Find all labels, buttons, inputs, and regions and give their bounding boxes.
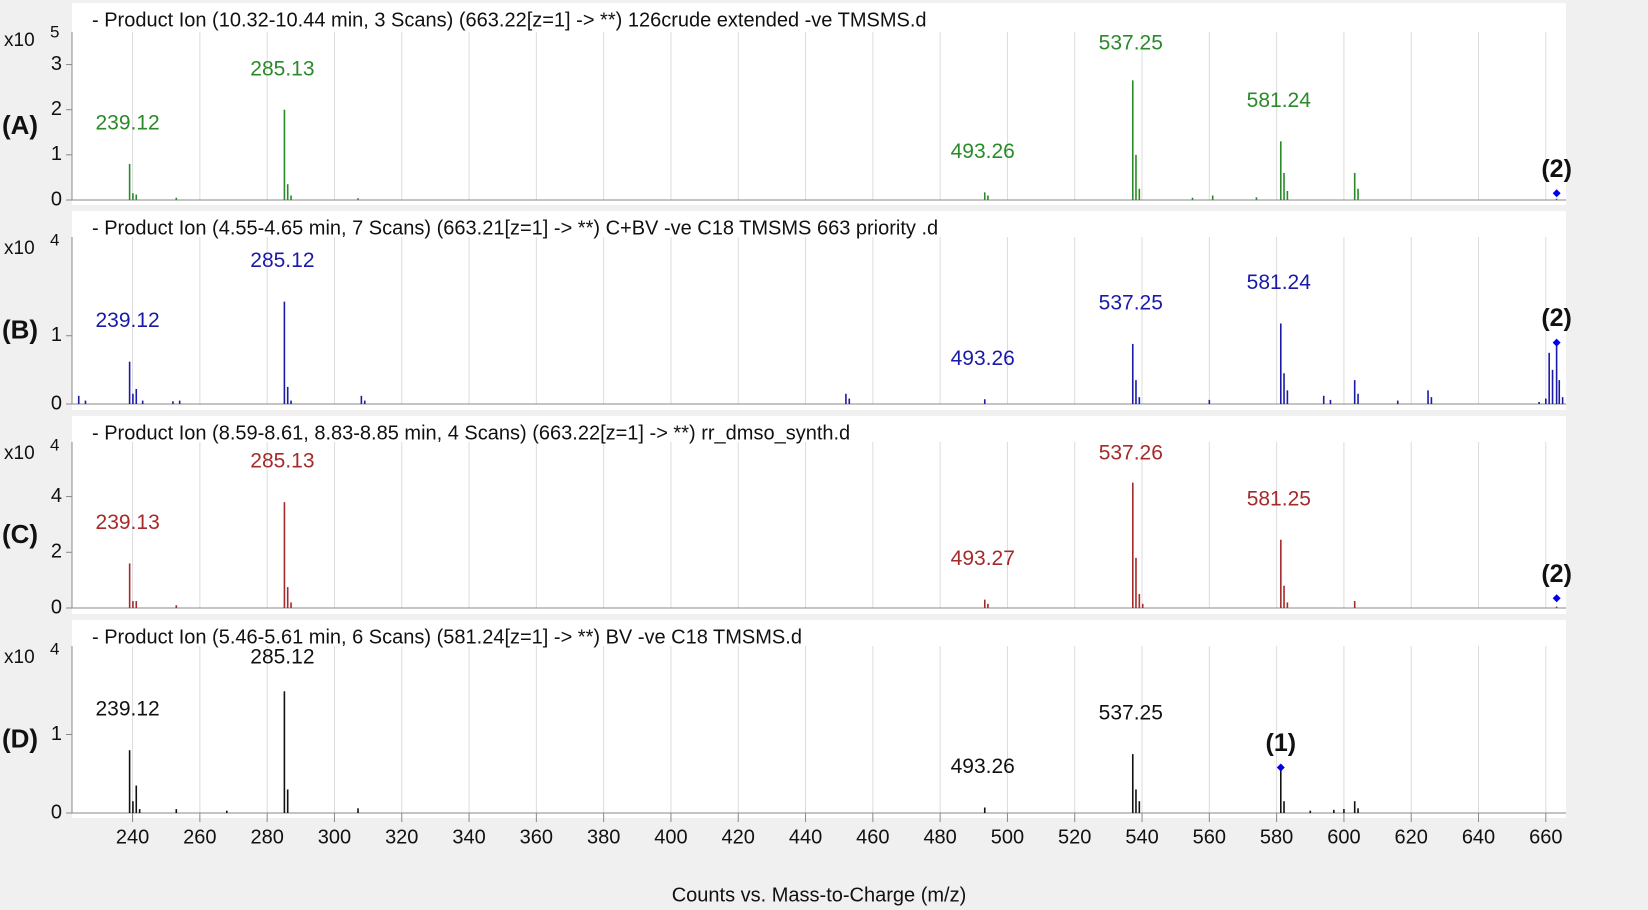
panel-label: (A) [2,110,38,140]
y-tick-label: 0 [51,392,62,414]
marker-label: (2) [1541,560,1572,588]
plot-area [72,620,1566,818]
panel-label: (B) [2,314,38,344]
multiplier-base: x10 [4,443,35,464]
peak-label: 493.26 [951,347,1015,370]
y-tick-label: 4 [51,485,62,507]
multiplier-exp: 4 [50,230,59,249]
plot-area [72,211,1566,410]
panel-title: - Product Ion (5.46-5.61 min, 6 Scans) (… [92,626,802,648]
x-tick-label: 300 [318,826,351,848]
peak-label: 285.13 [250,450,314,473]
x-tick-label: 500 [991,826,1024,848]
marker-diamond [1276,763,1285,772]
x-tick-label: 540 [1125,826,1158,848]
x-tick-label: 620 [1395,826,1428,848]
y-tick-label: 2 [51,98,62,120]
x-tick-label: 260 [183,826,216,848]
x-tick-label: 280 [250,826,283,848]
x-tick-label: 580 [1260,826,1293,848]
peak-label: 285.12 [250,249,314,272]
multiplier-base: x10 [4,30,35,51]
y-tick-label: 0 [51,596,62,618]
x-tick-label: 420 [722,826,755,848]
x-tick-label: 400 [654,826,687,848]
x-tick-label: 340 [452,826,485,848]
multiplier-exp: 4 [50,639,59,658]
peak-label: 239.13 [96,511,160,534]
peak-label: 581.25 [1247,487,1311,510]
y-tick-label: 1 [51,324,62,346]
marker-diamond [1552,338,1561,347]
multiplier-exp: 4 [50,435,59,454]
multiplier-exp: 5 [50,22,59,41]
y-tick-label: 1 [51,723,62,745]
x-tick-label: 460 [856,826,889,848]
y-tick-label: 0 [51,801,62,823]
marker-label: (2) [1541,155,1572,183]
peak-label: 285.13 [250,57,314,80]
x-tick-label: 480 [923,826,956,848]
peak-label: 285.12 [250,646,314,669]
panel-title: - Product Ion (10.32-10.44 min, 3 Scans)… [92,9,927,31]
peak-label: 581.24 [1247,271,1312,294]
panel-label: (D) [2,723,38,753]
x-tick-label: 320 [385,826,418,848]
y-tick-label: 0 [51,188,62,210]
marker-label: (1) [1266,729,1297,757]
x-tick-label: 600 [1327,826,1360,848]
x-tick-label: 660 [1529,826,1562,848]
y-tick-label: 1 [51,143,62,165]
peak-label: 537.25 [1099,702,1163,725]
marker-diamond [1552,189,1561,198]
peak-label: 239.12 [95,111,159,134]
panel-title: - Product Ion (8.59-8.61, 8.83-8.85 min,… [92,422,850,444]
multiplier-base: x10 [4,647,35,668]
peak-label: 493.26 [951,755,1015,778]
peak-label: 537.26 [1099,442,1163,465]
panel-label: (C) [2,519,38,549]
x-tick-label: 520 [1058,826,1091,848]
peak-label: 239.12 [95,309,159,332]
peak-label: 239.12 [95,698,159,721]
x-tick-label: 380 [587,826,620,848]
x-axis-label: Counts vs. Mass-to-Charge (m/z) [672,884,967,906]
x-tick-label: 360 [520,826,553,848]
y-tick-label: 2 [51,541,62,563]
multiplier-base: x10 [4,238,35,259]
x-tick-label: 440 [789,826,822,848]
x-tick-label: 240 [116,826,149,848]
panel-title: - Product Ion (4.55-4.65 min, 7 Scans) (… [92,217,938,239]
x-tick-label: 640 [1462,826,1495,848]
peak-label: 537.25 [1099,291,1163,314]
peak-label: 537.25 [1099,32,1163,55]
y-tick-label: 3 [51,53,62,75]
peak-label: 493.26 [951,140,1015,163]
peak-label: 581.24 [1247,89,1312,112]
marker-label: (2) [1541,304,1572,332]
marker-diamond [1552,594,1561,603]
plot-area [72,3,1566,205]
peak-label: 493.27 [951,547,1015,570]
x-tick-label: 560 [1193,826,1226,848]
plot-area [72,416,1566,614]
